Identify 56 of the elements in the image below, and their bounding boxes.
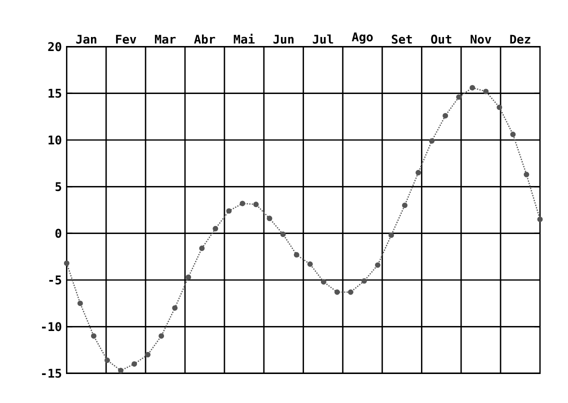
point [388,232,394,238]
text: Nov [470,34,492,44]
point [212,226,218,232]
point [402,202,408,208]
point [77,300,83,306]
text: Jul [312,34,334,44]
point [510,132,516,138]
text: Dez [510,34,530,44]
y-tick-label: 20 [48,42,62,52]
point [253,202,259,208]
y-tick-label: -15 [42,369,62,378]
point [470,85,476,91]
point [199,246,205,252]
point [537,216,543,222]
point [145,352,151,358]
point [334,290,340,296]
point [496,104,502,110]
text: Ago [352,32,373,44]
point [172,305,178,311]
point [64,260,70,266]
y-tick-label: 5 [56,182,62,192]
point [416,170,422,176]
point [442,113,448,119]
y-tick-label: 10 [48,136,62,145]
point [456,94,462,100]
text: Set [392,34,412,44]
point [226,208,232,214]
text: Jun [273,34,294,44]
point [348,290,354,296]
point [307,262,313,268]
point [374,262,380,268]
y-tick-label: 0 [55,228,62,238]
point [361,278,367,284]
text: Mar [154,34,176,44]
point [90,333,96,339]
text: Jan [76,34,96,44]
point [429,138,435,144]
y-tick-label: -10 [42,322,62,332]
text: Out [431,34,452,44]
point [186,274,192,280]
point [240,200,246,206]
point [294,252,300,258]
point [483,88,489,94]
text: Mai [234,34,255,44]
y-tick-label: 15 [48,89,62,98]
y-tick-label: -5 [49,276,62,285]
point [158,333,164,339]
text: Fev [116,34,136,44]
point [280,232,286,238]
point [320,279,326,285]
point [524,172,530,178]
point [118,368,124,374]
point [266,216,272,222]
text: Abr [194,34,216,44]
point [132,361,138,367]
point [104,358,110,364]
